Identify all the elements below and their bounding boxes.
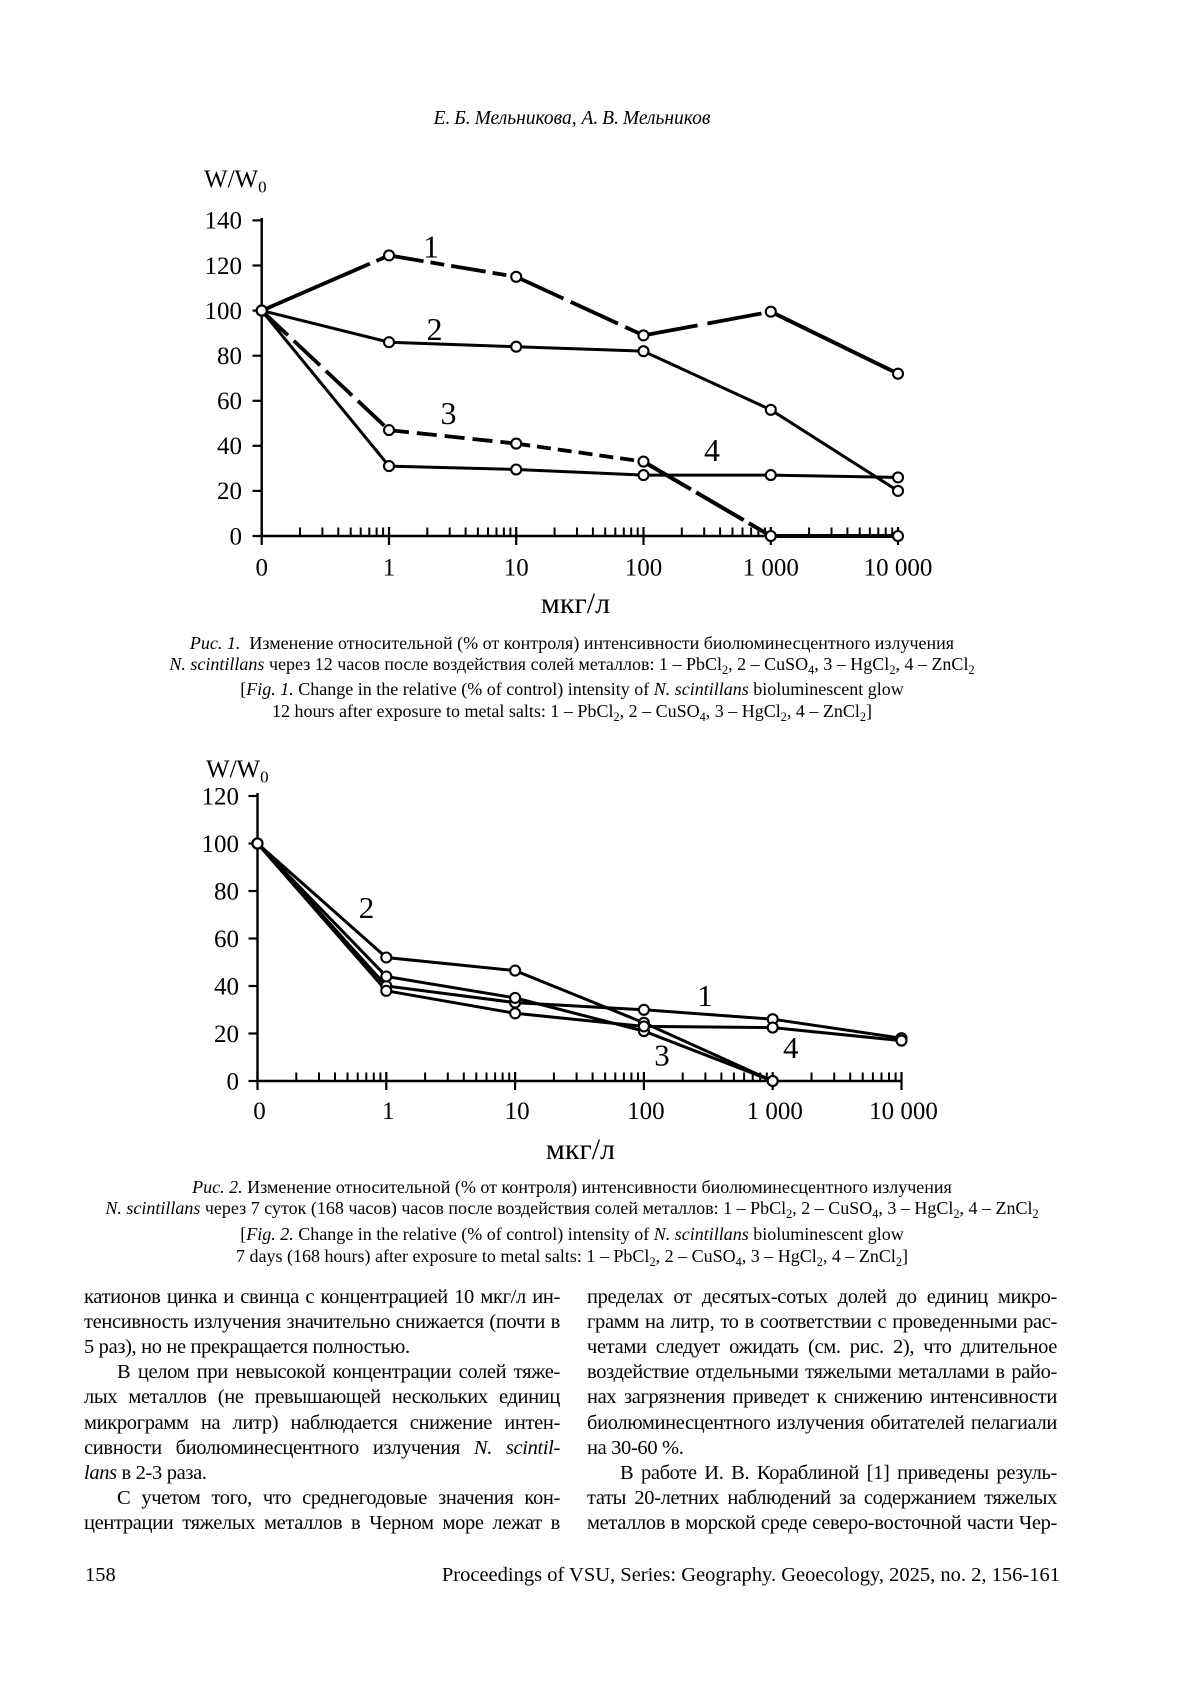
svg-text:4: 4 bbox=[704, 432, 720, 468]
svg-text:2: 2 bbox=[427, 311, 443, 347]
svg-text:4: 4 bbox=[783, 1030, 799, 1065]
svg-text:0: 0 bbox=[230, 523, 243, 550]
svg-text:1: 1 bbox=[382, 1098, 395, 1125]
svg-text:мкг/л: мкг/л bbox=[546, 1133, 615, 1166]
svg-text:W/W0: W/W0 bbox=[206, 756, 269, 787]
svg-text:60: 60 bbox=[214, 926, 239, 953]
svg-text:W/W0: W/W0 bbox=[204, 166, 267, 197]
svg-text:1: 1 bbox=[423, 229, 439, 265]
svg-text:3: 3 bbox=[654, 1038, 670, 1073]
svg-text:20: 20 bbox=[217, 478, 242, 505]
svg-text:0: 0 bbox=[255, 555, 268, 582]
svg-text:1 000: 1 000 bbox=[743, 555, 799, 582]
svg-text:2: 2 bbox=[359, 890, 375, 925]
svg-text:80: 80 bbox=[214, 878, 239, 905]
svg-text:мкг/л: мкг/л bbox=[541, 587, 610, 620]
svg-text:120: 120 bbox=[205, 253, 243, 280]
svg-text:120: 120 bbox=[202, 783, 240, 810]
svg-text:10: 10 bbox=[505, 1098, 530, 1125]
svg-text:0: 0 bbox=[253, 1098, 266, 1125]
svg-text:1: 1 bbox=[697, 978, 713, 1013]
svg-text:40: 40 bbox=[214, 973, 239, 1000]
svg-text:3: 3 bbox=[441, 395, 457, 431]
svg-text:1 000: 1 000 bbox=[747, 1098, 803, 1125]
svg-text:1: 1 bbox=[383, 555, 396, 582]
svg-text:140: 140 bbox=[205, 208, 243, 235]
svg-text:10: 10 bbox=[504, 555, 529, 582]
svg-text:100: 100 bbox=[205, 298, 243, 325]
svg-text:0: 0 bbox=[227, 1068, 240, 1095]
svg-text:60: 60 bbox=[217, 388, 242, 415]
svg-text:100: 100 bbox=[202, 831, 240, 858]
svg-text:40: 40 bbox=[217, 433, 242, 460]
svg-text:80: 80 bbox=[217, 343, 242, 370]
svg-text:20: 20 bbox=[214, 1021, 239, 1048]
svg-text:10 000: 10 000 bbox=[869, 1098, 938, 1125]
svg-text:10 000: 10 000 bbox=[864, 555, 933, 582]
svg-text:100: 100 bbox=[625, 555, 663, 582]
svg-text:100: 100 bbox=[627, 1098, 665, 1125]
